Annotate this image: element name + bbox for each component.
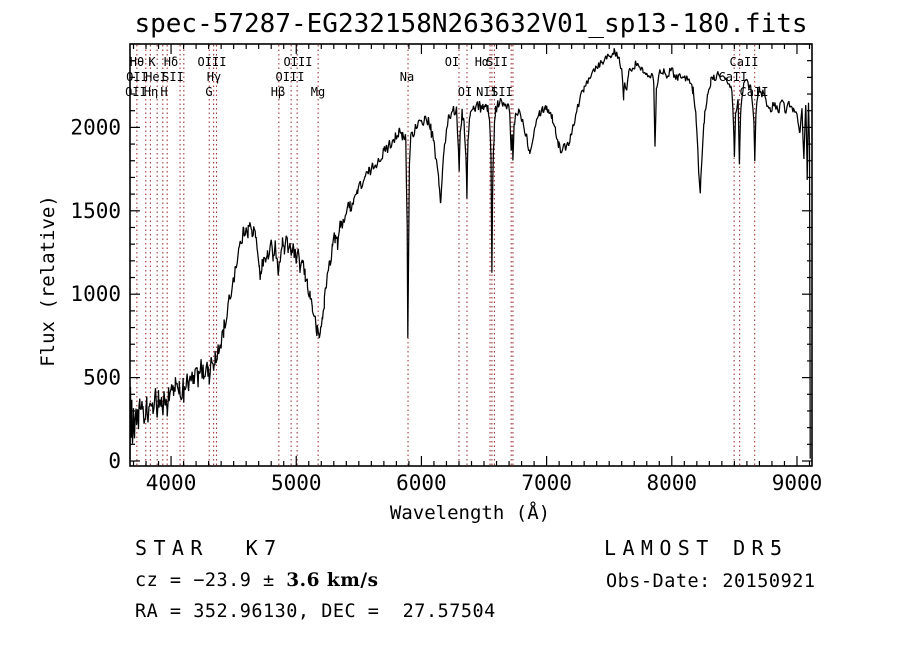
x-tick-label: 4000	[146, 471, 197, 495]
x-tick-label: 5000	[271, 471, 322, 495]
spectral-line-label: Hγ	[207, 70, 221, 84]
spectral-line-label: G	[205, 85, 212, 99]
y-tick-label: 0	[108, 449, 121, 473]
spectral-line-label: Hα	[475, 55, 489, 69]
spectrum-line	[129, 48, 811, 460]
x-axis-label: Wavelength (Å)	[390, 501, 550, 524]
spectral-line-label: Mg	[311, 85, 325, 99]
spectral-line-label: CaII	[719, 70, 748, 84]
spectral-line-label: OI	[458, 85, 472, 99]
spectral-line-label: Hβ	[271, 85, 285, 99]
cz-error-value: 3.6 km/s	[286, 570, 379, 591]
spectral-line-label: OIII	[198, 55, 227, 69]
spectral-line-label: SII	[491, 85, 513, 99]
spectral-line-label: SII	[162, 70, 184, 84]
axes-frame	[129, 43, 813, 467]
spectral-line-label: Hη	[144, 85, 158, 99]
spectral-line-label: Na	[400, 70, 414, 84]
x-tick-label: 6000	[396, 471, 447, 495]
spectral-line-label: H	[160, 85, 167, 99]
x-tick-label: 8000	[647, 471, 698, 495]
spectral-line-label: K	[148, 55, 156, 69]
y-axis-label: Flux (relative)	[37, 195, 59, 367]
y-tick-label: 2000	[70, 115, 121, 139]
x-tick-label: 9000	[772, 471, 823, 495]
spectral-line-label: OI	[445, 55, 459, 69]
cz-prefix: cz = −23.9 ±	[135, 570, 287, 591]
y-tick-label: 1000	[70, 282, 121, 306]
spectral-line-label: SII	[486, 55, 508, 69]
spectral-line-label: CaII	[730, 55, 759, 69]
spectral-line-markers	[136, 45, 756, 465]
spectral-line-label: HeI	[145, 70, 167, 84]
cz-line: cz = −23.9 ± 3.6 km/s	[135, 570, 379, 591]
y-tick-label: 1500	[70, 199, 121, 223]
spectral-line-label: Hδ	[164, 55, 178, 69]
object-class-label: STAR K7	[135, 536, 283, 560]
y-tick-label: 500	[83, 366, 121, 390]
spectrum-trace	[129, 48, 811, 460]
survey-label: LAMOST DR5	[604, 536, 789, 560]
ra-dec-line: RA = 352.96130, DEC = 27.57504	[135, 601, 496, 622]
plot-title: spec-57287-EG232158N263632V01_sp13-180.f…	[134, 9, 807, 39]
x-tick-label: 7000	[521, 471, 572, 495]
plot-frame	[129, 43, 813, 467]
spectral-line-label: OIII	[276, 70, 305, 84]
spectral-line-label: OII	[126, 70, 148, 84]
spectral-line-label: Hθ	[130, 55, 144, 69]
spectral-line-label: NII	[476, 85, 498, 99]
obs-date-label: Obs-Date: 20150921	[606, 571, 816, 592]
spectral-line-label: OIII	[284, 55, 313, 69]
tick-labels: 4000 5000 6000 7000 8000 9000 0 500 1000 1500 2000	[70, 115, 822, 495]
